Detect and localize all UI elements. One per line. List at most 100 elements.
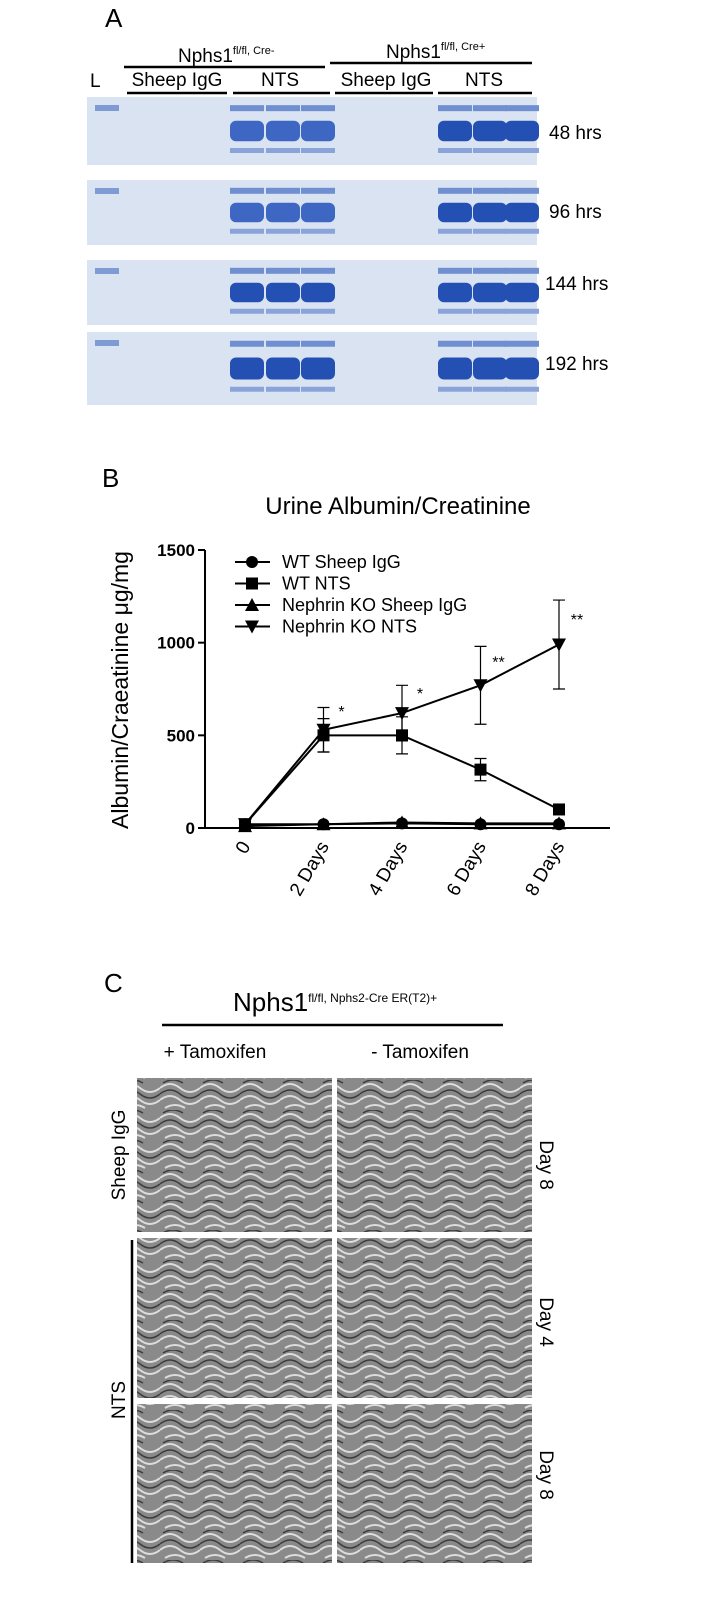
group-name: Nphs1 [233, 987, 308, 1017]
gel-band [505, 386, 539, 392]
gel-band [301, 148, 335, 153]
gel-band [301, 105, 335, 112]
gel-band [301, 340, 335, 347]
row-label: 48 hrs [549, 123, 602, 144]
gel-band [473, 187, 507, 194]
row-label: Day 8 [535, 1450, 556, 1500]
gel-band [230, 202, 264, 223]
panel-letter: B [102, 463, 119, 493]
gel-band [473, 148, 507, 153]
sem-image [337, 1404, 532, 1563]
group-name: Nphs1 [178, 46, 233, 67]
row-label: 96 hrs [549, 202, 602, 223]
gel-band [505, 340, 539, 347]
gel-band [230, 105, 264, 112]
gel-band [505, 267, 539, 274]
marker [395, 815, 409, 829]
gel-band [230, 340, 264, 347]
gel-band [438, 202, 472, 223]
marker [473, 816, 488, 830]
gel-band [266, 105, 300, 112]
row-label: Day 8 [535, 1140, 556, 1190]
marker [246, 556, 258, 568]
y-tick-label: 0 [186, 819, 195, 838]
gel-band [266, 202, 300, 223]
gel-band [438, 105, 472, 112]
sem-image [337, 1238, 532, 1398]
group-label: Nphs1fl/fl, Nphs2-Cre ER(T2)+ [233, 987, 437, 1017]
marker [245, 598, 259, 611]
column-label: - Tamoxifen [371, 1042, 469, 1063]
x-tick-label: 2 Days [286, 838, 334, 900]
row-label: Day 4 [535, 1297, 556, 1347]
annotation: ** [492, 655, 504, 672]
sem-image [137, 1404, 332, 1563]
marker [316, 817, 331, 831]
gel-band [505, 120, 539, 142]
gel-band [266, 187, 300, 194]
sem-image [137, 1078, 332, 1232]
marker [553, 803, 565, 816]
gel-band [438, 357, 472, 380]
marker [474, 763, 487, 776]
gel-band [230, 308, 264, 314]
legend-label: Nephrin KO NTS [282, 617, 417, 637]
lane-label: L [90, 71, 101, 92]
gel-group [87, 97, 539, 405]
gel-band [230, 228, 264, 234]
gel-band [438, 267, 472, 274]
gel-band [505, 105, 539, 112]
annotation: ** [571, 612, 583, 629]
gel-band [505, 228, 539, 234]
marker [238, 818, 252, 832]
group-superscript: fl/fl, Nphs2-Cre ER(T2)+ [308, 991, 437, 1005]
gel-band [473, 308, 507, 314]
row-label: 192 hrs [545, 354, 608, 375]
gel-band [438, 340, 472, 347]
row-group-label: NTS [109, 1381, 130, 1419]
gel-band [301, 282, 335, 303]
marker [316, 723, 331, 737]
x-tick-label: 4 Days [365, 838, 413, 900]
gel-band [505, 357, 539, 380]
subgroup-label: Sheep IgG [341, 70, 432, 91]
marker [473, 679, 488, 693]
gel-band [505, 148, 539, 153]
gel-band [301, 308, 335, 314]
chart-title: Urine Albumin/Creatinine [265, 493, 530, 520]
gel-band [230, 357, 264, 380]
gel-band [473, 282, 507, 303]
gel-band [473, 105, 507, 112]
legend-label: WT Sheep IgG [282, 552, 401, 572]
subgroup-label: NTS [465, 70, 503, 91]
legend-label: WT NTS [282, 574, 351, 594]
gel-band [505, 187, 539, 194]
y-tick-label: 1500 [157, 541, 195, 560]
marker [552, 638, 566, 652]
y-tick-label: 500 [167, 726, 195, 745]
y-tick-label: 1000 [157, 634, 195, 653]
gel-band [473, 228, 507, 234]
gel-band [230, 120, 264, 142]
gel-band [301, 120, 335, 142]
gel-band [438, 386, 472, 392]
annotation: * [338, 704, 344, 721]
gel-band [230, 148, 264, 153]
ladder-band [95, 268, 119, 274]
gel-band [230, 187, 264, 194]
marker [246, 577, 258, 590]
gel-band [301, 228, 335, 234]
gel-band [438, 120, 472, 142]
row-group-label: Sheep IgG [109, 1110, 130, 1201]
gel-band [438, 228, 472, 234]
gel-band [473, 340, 507, 347]
gel-band [266, 148, 300, 153]
group-superscript: fl/fl, Cre+ [441, 41, 485, 53]
x-tick-label: 6 Days [443, 838, 491, 900]
gel-band [230, 267, 264, 274]
gel-band [266, 340, 300, 347]
gel-band [266, 357, 300, 380]
subgroup-label: NTS [261, 70, 299, 91]
chart: 0 500 1000 1500 0 2 Days 4 Days 6 Days 8 Days WT … [157, 541, 610, 900]
